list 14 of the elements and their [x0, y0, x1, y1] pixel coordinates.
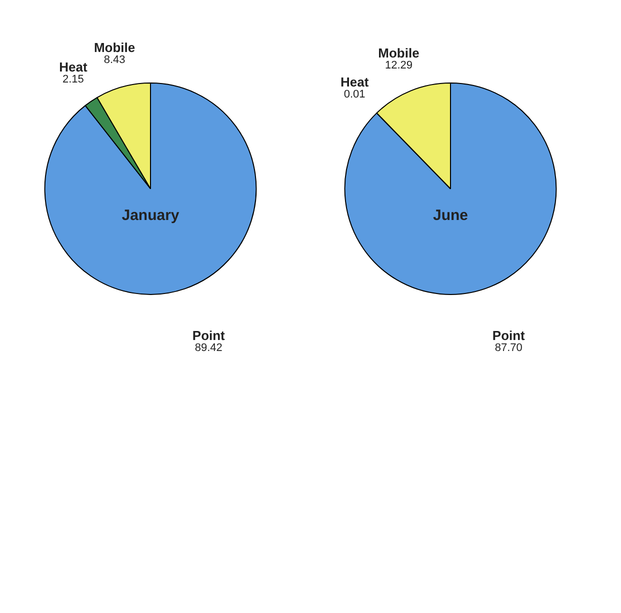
slice-label: Point	[492, 328, 526, 344]
slice-label: Point	[192, 328, 226, 344]
data-label: 8.43	[104, 54, 126, 66]
data-label: 0.01	[344, 88, 366, 101]
slice-label: Heat	[59, 59, 88, 74]
data-label: 87.70	[494, 342, 522, 354]
text: January	[122, 206, 180, 224]
data-label: 12.29	[384, 60, 413, 72]
slice-label: Mobile	[378, 46, 420, 61]
data-label: 2.15	[62, 73, 84, 86]
slice-label: Mobile	[94, 40, 136, 56]
text: June	[432, 206, 468, 224]
data-label: 89.42	[194, 342, 222, 354]
slice-label: Heat	[340, 74, 370, 90]
